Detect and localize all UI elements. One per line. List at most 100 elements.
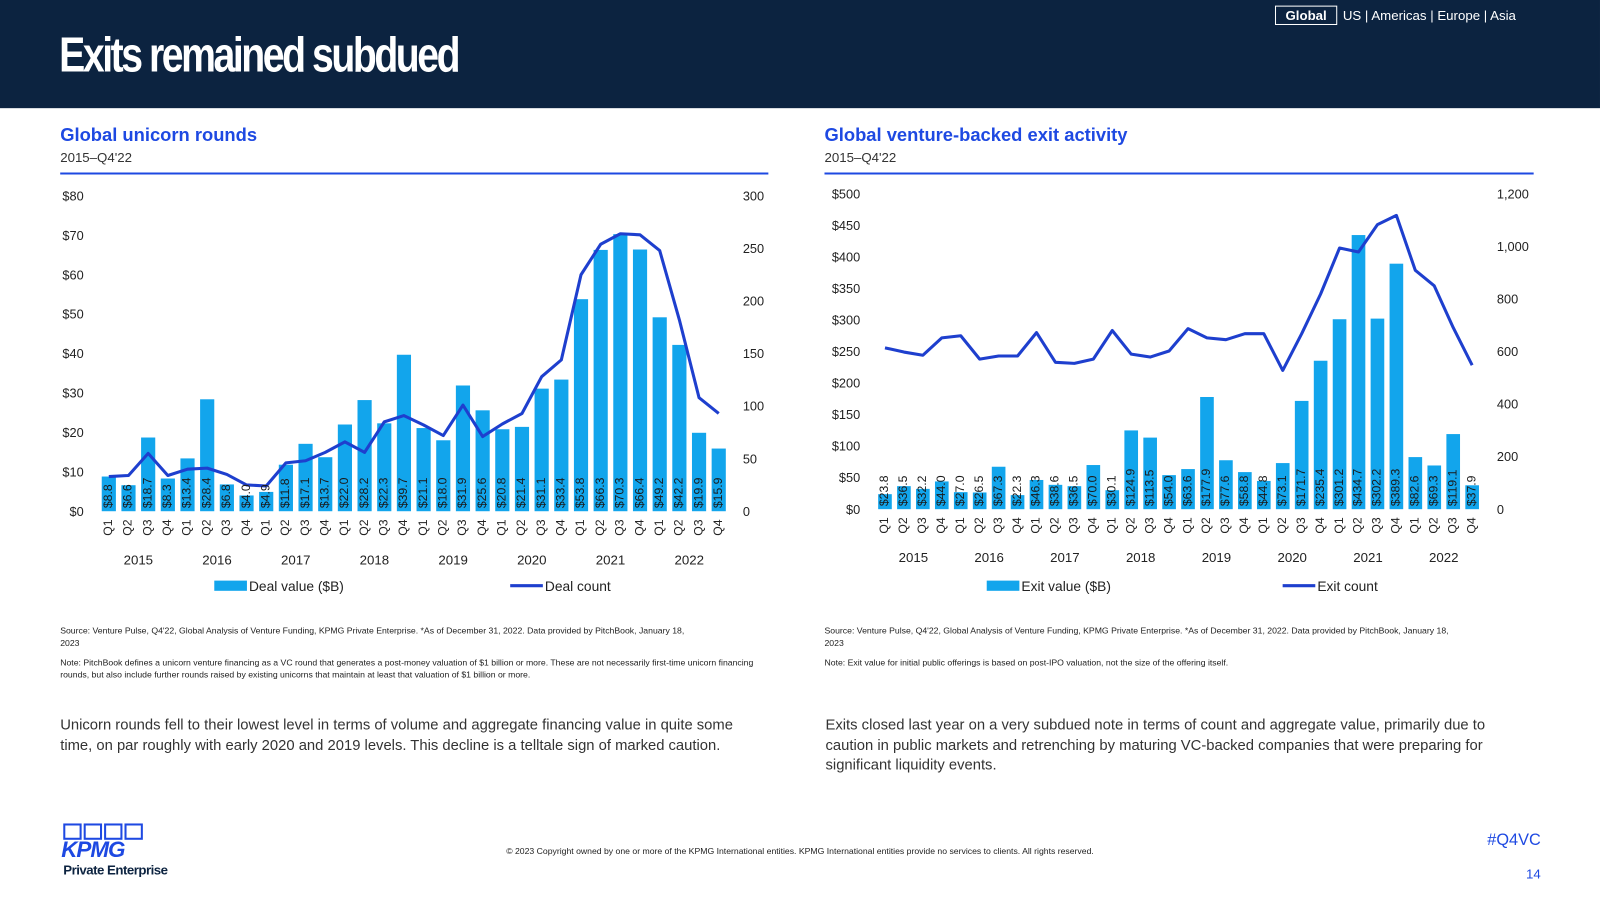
x-tick-label: Q4 [1161,517,1175,534]
x-tick-label: Q4 [632,519,646,536]
data-label: $6.6 [121,484,135,508]
x-tick-label: Q2 [121,519,135,536]
bar [672,344,687,512]
bar [416,428,431,512]
x-tick-label: Q1 [1408,517,1422,534]
bar [1370,318,1385,510]
data-label: $15.9 [711,477,725,508]
data-label: $70.3 [613,477,627,508]
bar [259,491,274,512]
x-group-label: 2016 [202,552,231,567]
x-tick-label: Q2 [1351,517,1365,534]
data-label: $113.5 [1142,469,1156,506]
bar [1389,263,1404,510]
data-label: $21.1 [416,477,430,508]
x-group-label: 2019 [438,552,467,567]
bar [377,423,392,512]
bar [897,486,911,510]
y2-tick-label: 600 [1497,344,1518,359]
page-number: 14 [1526,867,1541,882]
x-tick-label: Q3 [991,517,1005,534]
source-note: Source: Venture Pulse, Q4'22, Global Ana… [824,625,1449,648]
data-label: $44.0 [934,475,948,506]
x-tick-label: Q3 [1370,517,1384,534]
bar [1029,479,1044,510]
y2-tick-label: 150 [743,346,764,361]
data-label: $39.7 [396,477,410,508]
bar [278,464,293,512]
nav-active[interactable]: Global [1285,8,1326,23]
y2-tick-label: 200 [743,294,764,309]
bar [916,488,930,510]
y2-tick-label: 800 [1497,292,1518,307]
y-tick-label: $50 [62,307,83,322]
data-label: $11.8 [278,478,292,508]
bar [534,388,549,512]
bar [357,400,372,512]
y-tick-label: $80 [62,189,83,204]
x-tick-label: Q4 [711,519,725,536]
data-label: $8.3 [160,484,174,508]
data-label: $18.0 [436,477,450,508]
x-tick-label: Q3 [1445,517,1459,534]
x-tick-label: Q4 [1086,517,1100,534]
x-tick-label: Q3 [691,519,705,536]
nav-box[interactable] [1274,5,1338,25]
y2-tick-label: 50 [743,451,757,466]
data-label: $301.2 [1332,469,1346,507]
data-label: $31.1 [534,477,548,508]
copyright: © 2023 Copyright owned by one or more of… [506,846,1094,856]
x-tick-label: Q3 [219,519,233,536]
bar [1010,495,1025,510]
x-tick-label: Q4 [554,519,568,536]
x-tick-label: Q1 [573,519,587,536]
y-tick-label: $350 [832,281,860,296]
y2-tick-label: 1,000 [1497,239,1529,254]
bar [1124,430,1139,510]
header-band [0,0,1600,109]
nav-links[interactable]: US | Americas | Europe | Asia [1343,8,1517,23]
legend-label: Deal value ($B) [249,579,344,594]
y-tick-label: $400 [832,250,860,265]
y-tick-label: $500 [832,186,860,201]
x-tick-label: Q3 [1142,517,1156,534]
page-title: Exits remained subdued [59,28,459,82]
logo-sub: Private Enterprise [63,862,167,877]
kpmg-logo [63,823,143,840]
x-tick-label: Q4 [1313,517,1327,534]
y-tick-label: $0 [69,504,83,519]
x-tick-label: Q4 [317,519,331,536]
y2-tick-label: 1,200 [1497,186,1529,201]
data-label: $46.3 [1029,475,1043,506]
bar [878,494,892,510]
x-group-label: 2017 [281,552,310,567]
x-tick-label: Q3 [1067,517,1081,534]
data-label: $13.7 [317,477,331,508]
data-label: $21.4 [514,477,528,508]
x-group-label: 2016 [974,550,1003,565]
y-tick-label: $60 [62,267,83,282]
data-label: $22.3 [1010,475,1024,506]
x-tick-label: Q4 [1010,517,1024,534]
legend-swatch [986,580,1020,591]
commentary: Exits closed last year on a very subdued… [825,717,1486,774]
bar [160,478,175,512]
x-tick-label: Q4 [160,519,174,536]
bar [396,354,412,512]
x-tick-label: Q2 [514,519,528,536]
x-tick-label: Q2 [436,519,450,536]
bar [652,317,667,512]
bar [972,492,987,510]
x-tick-label: Q1 [258,519,272,536]
data-label: $32.2 [915,475,929,506]
x-group-label: 2022 [674,552,703,567]
bar [1275,463,1290,510]
bar [1465,485,1479,510]
data-label: $4.9 [258,484,272,508]
x-tick-label: Q3 [915,517,929,534]
bar [991,466,1006,510]
x-tick-label: Q2 [1427,517,1441,534]
x-group-label: 2022 [1429,550,1458,565]
bar [1067,486,1082,510]
y2-tick-label: 0 [1497,502,1504,517]
